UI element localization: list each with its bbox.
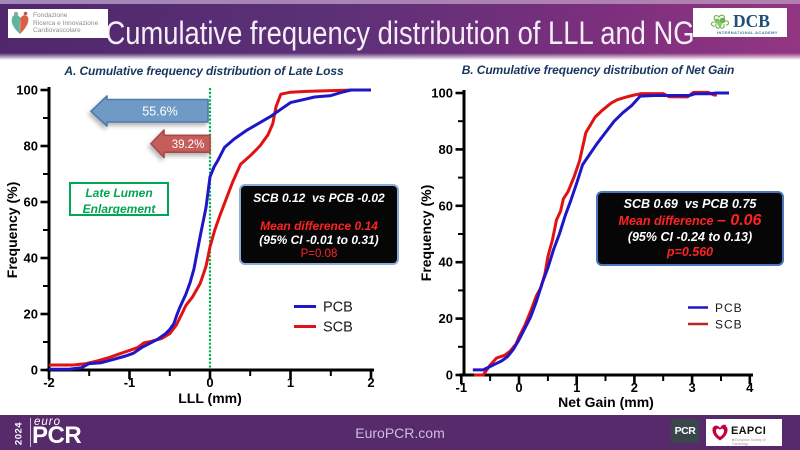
svg-text:-1: -1 xyxy=(456,380,468,395)
svg-text:60: 60 xyxy=(439,198,453,213)
svg-text:A. Cumulative frequency distri: A. Cumulative frequency distribution of … xyxy=(63,64,344,78)
svg-text:39.2%: 39.2% xyxy=(172,139,205,151)
svg-text:100: 100 xyxy=(431,86,453,101)
svg-text:Frequency (%): Frequency (%) xyxy=(418,185,434,281)
svg-text:1: 1 xyxy=(287,375,294,390)
svg-text:0: 0 xyxy=(31,363,38,378)
svg-text:0: 0 xyxy=(206,375,213,390)
svg-text:3: 3 xyxy=(688,380,695,395)
svg-text:PCB: PCB xyxy=(715,301,743,315)
svg-text:4: 4 xyxy=(746,380,754,395)
svg-text:-1: -1 xyxy=(124,375,136,390)
svg-text:0: 0 xyxy=(446,368,453,383)
svg-text:80: 80 xyxy=(439,142,453,157)
svg-text:2: 2 xyxy=(631,380,638,395)
svg-text:20: 20 xyxy=(24,307,38,322)
svg-text:100: 100 xyxy=(16,83,38,98)
svg-text:-2: -2 xyxy=(43,375,55,390)
svg-text:Net Gain (mm): Net Gain (mm) xyxy=(558,394,654,410)
svg-text:60: 60 xyxy=(24,195,38,210)
svg-text:Frequency (%): Frequency (%) xyxy=(4,182,20,278)
svg-text:80: 80 xyxy=(24,139,38,154)
svg-text:PCB: PCB xyxy=(323,300,353,316)
svg-text:40: 40 xyxy=(24,251,38,266)
svg-text:0: 0 xyxy=(515,380,522,395)
svg-text:SCB: SCB xyxy=(323,320,353,336)
svg-text:2: 2 xyxy=(367,375,374,390)
svg-text:40: 40 xyxy=(439,255,453,270)
svg-text:1: 1 xyxy=(573,380,580,395)
svg-text:B. Cumulative frequency distri: B. Cumulative frequency distribution of … xyxy=(462,63,735,77)
svg-text:SCB: SCB xyxy=(715,318,743,332)
svg-text:55.6%: 55.6% xyxy=(142,105,177,119)
svg-text:LLL (mm): LLL (mm) xyxy=(178,390,242,406)
svg-text:20: 20 xyxy=(439,311,453,326)
